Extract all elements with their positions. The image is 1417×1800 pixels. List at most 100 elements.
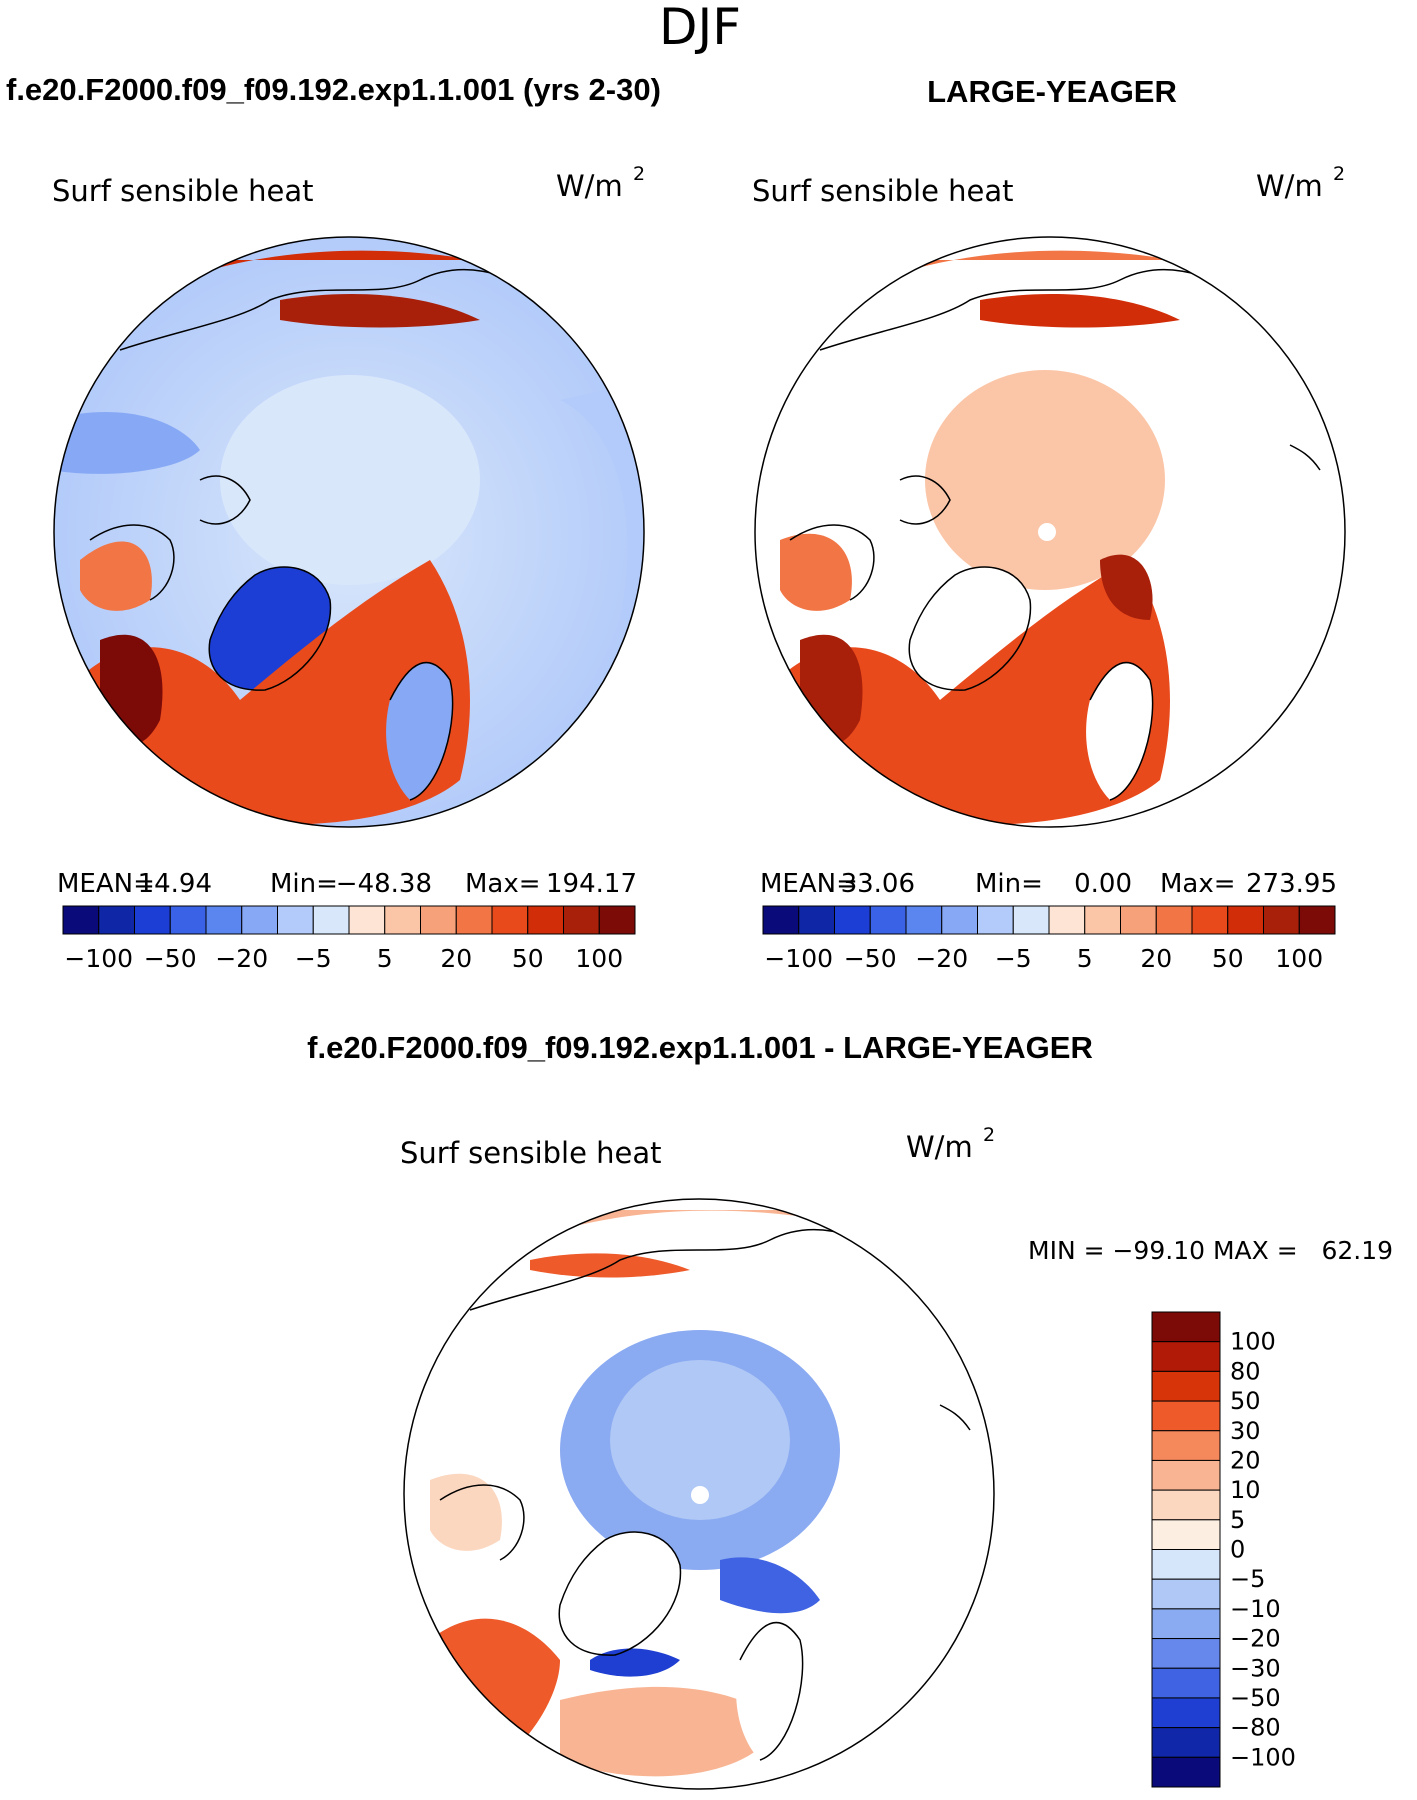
svg-text:W/m: W/m (556, 169, 623, 203)
diff-map (403, 1198, 995, 1790)
colorbar-swatch (241, 905, 278, 935)
svg-text:33.06: 33.06 (841, 869, 915, 899)
colorbar-swatch (348, 905, 386, 935)
colorbar-swatch (169, 905, 207, 935)
colorbar-label: 50 (1230, 1387, 1261, 1415)
colorbar-swatch (1191, 905, 1229, 935)
colorbar-label: 20 (1140, 944, 1172, 973)
colorbar-swatch (420, 905, 457, 935)
left-panel-header: f.e20.F2000.f09_f09.192.exp1.1.001 (yrs … (6, 72, 661, 107)
colorbar-swatch (205, 905, 243, 935)
colorbar-swatch (1151, 1667, 1221, 1699)
svg-text:W/m: W/m (1256, 169, 1323, 203)
colorbar-swatch (491, 905, 529, 935)
page-title: DJF (659, 0, 741, 56)
colorbar-swatch (1151, 1697, 1221, 1729)
colorbar-swatch (1151, 1370, 1221, 1402)
colorbar-swatch (1151, 1459, 1221, 1491)
diff-minmax: MIN = −99.10 MAX = 62.19 (1028, 1236, 1393, 1265)
colorbar-swatch (1084, 905, 1121, 935)
colorbar-swatch (762, 905, 800, 935)
colorbar-swatch (527, 905, 564, 935)
colorbar-swatch (1048, 905, 1086, 935)
colorbar-label: 20 (1230, 1446, 1261, 1474)
svg-text:2: 2 (1333, 163, 1345, 185)
colorbar-label: −50 (144, 944, 197, 973)
colorbar-swatch (1151, 1519, 1221, 1550)
svg-text:14.94: 14.94 (138, 869, 212, 899)
colorbar-swatch (563, 905, 600, 935)
colorbar-swatch (1263, 905, 1300, 935)
svg-text:194.17: 194.17 (546, 869, 637, 899)
svg-text:2: 2 (633, 163, 645, 185)
svg-text:Min=: Min= (975, 869, 1043, 899)
colorbar-label: −5 (295, 944, 332, 973)
colorbar-label: −80 (1230, 1714, 1281, 1742)
colorbar-label: 20 (440, 944, 472, 973)
colorbar-swatch (1151, 1489, 1221, 1521)
colorbar-swatch (312, 905, 350, 935)
colorbar-swatch (455, 905, 493, 935)
colorbar-swatch (1151, 1549, 1221, 1580)
colorbar-swatch (384, 905, 421, 935)
left-stats: MEAN= 14.94 Min= −48.38 Max= 194.17 (57, 869, 637, 899)
svg-text:−48.38: −48.38 (336, 869, 432, 899)
colorbar-swatch (1151, 1311, 1221, 1343)
colorbar-swatch (1151, 1578, 1221, 1610)
svg-text:Max=: Max= (465, 869, 541, 899)
colorbar-swatch (869, 905, 907, 935)
colorbar-label: 5 (1077, 944, 1093, 973)
colorbar-label: 10 (1230, 1476, 1261, 1504)
svg-text:Max=: Max= (1160, 869, 1236, 899)
svg-text:Min=: Min= (270, 869, 338, 899)
right-map (754, 236, 1346, 828)
colorbar-label: −20 (915, 944, 968, 973)
colorbar-label: 100 (1275, 944, 1323, 973)
colorbar-label: −50 (1230, 1684, 1281, 1712)
right-stats: MEAN= 33.06 Min= 0.00 Max= 273.95 (760, 869, 1337, 899)
colorbar-label: 50 (1212, 944, 1244, 973)
colorbar-label: −5 (1230, 1565, 1265, 1593)
colorbar-swatch (905, 905, 943, 935)
colorbar-swatch (1227, 905, 1264, 935)
colorbar-label: −100 (64, 944, 133, 973)
svg-text:MEAN=: MEAN= (760, 869, 858, 899)
colorbar-label: 50 (512, 944, 544, 973)
colorbar-swatch (834, 905, 871, 935)
colorbar-label: 5 (377, 944, 393, 973)
right-colorbar: −100 −50 −20 −5 5 20 50 100 (762, 905, 1336, 973)
colorbar-swatch (1151, 1341, 1221, 1372)
colorbar-label: 100 (575, 944, 623, 973)
colorbar-label: −10 (1230, 1595, 1281, 1623)
left-variable-label: Surf sensible heat (52, 174, 314, 208)
colorbar-swatch (1155, 905, 1193, 935)
right-units-label: W/m 2 (1256, 163, 1345, 203)
colorbar-swatch (62, 905, 100, 935)
colorbar-label: −100 (1230, 1743, 1296, 1771)
right-panel-header: LARGE-YEAGER (927, 74, 1177, 109)
svg-text:MEAN=: MEAN= (57, 869, 155, 899)
colorbar-swatch (1151, 1727, 1221, 1758)
colorbar-label: 80 (1230, 1357, 1261, 1385)
colorbar-swatch (98, 905, 135, 935)
diff-variable-label: Surf sensible heat (400, 1136, 662, 1170)
colorbar-swatch (977, 905, 1014, 935)
colorbar-label: −100 (764, 944, 833, 973)
diff-units-label: W/m 2 (906, 1124, 995, 1164)
colorbar-swatch (1151, 1756, 1221, 1788)
colorbar-label: −20 (215, 944, 268, 973)
colorbar-swatch (598, 905, 636, 935)
right-variable-label: Surf sensible heat (752, 174, 1014, 208)
colorbar-swatch (1120, 905, 1157, 935)
colorbar-label: 100 (1230, 1328, 1276, 1356)
colorbar-label: −50 (844, 944, 897, 973)
colorbar-swatch (1151, 1608, 1221, 1640)
colorbar-swatch (1151, 1400, 1221, 1432)
colorbar-swatch (798, 905, 835, 935)
svg-text:273.95: 273.95 (1246, 869, 1337, 899)
colorbar-label: −5 (995, 944, 1032, 973)
colorbar-swatch (1012, 905, 1050, 935)
svg-text:2: 2 (983, 1124, 995, 1146)
